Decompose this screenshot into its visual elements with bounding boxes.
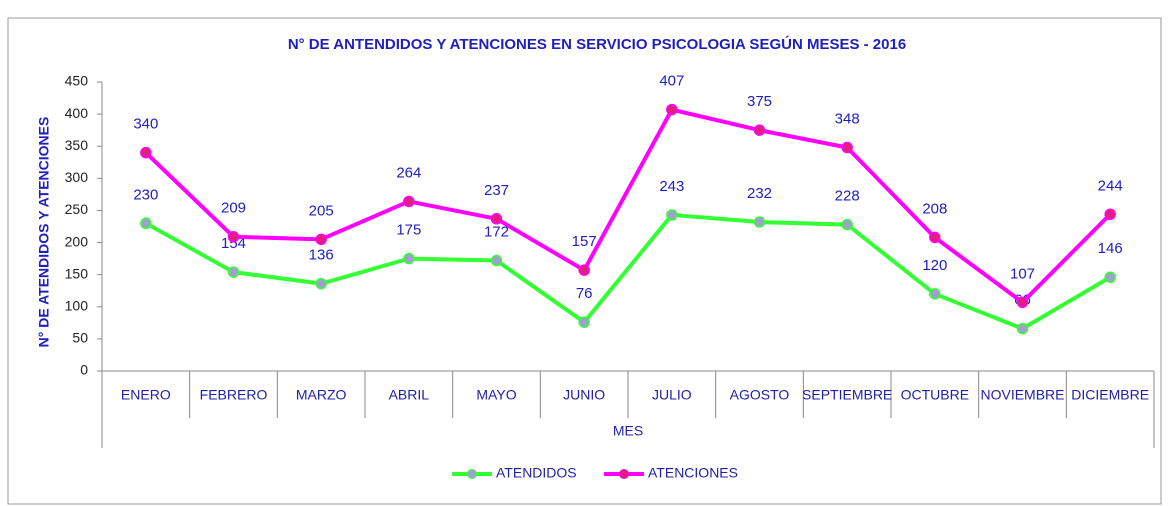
data-label: 208 [922, 200, 947, 217]
x-tick-label: AGOSTO [730, 387, 790, 403]
data-point [404, 196, 414, 206]
y-axis-label: N° DE ATENDIDOS Y ATENCIONES [36, 117, 52, 348]
x-tick-label: SEPTIEMBRE [802, 387, 892, 403]
data-point [229, 267, 239, 277]
y-tick-label: 200 [65, 233, 89, 249]
data-label: 348 [835, 110, 860, 127]
data-label: 157 [572, 233, 597, 250]
data-label: 407 [659, 73, 684, 90]
data-label: 230 [133, 186, 158, 203]
data-point [141, 148, 151, 158]
data-point [316, 279, 326, 289]
data-point [667, 105, 677, 115]
data-point [842, 220, 852, 230]
data-label: 209 [221, 200, 246, 217]
x-tick-label: ENERO [121, 387, 171, 403]
page: N° DE ANTENDIDOS Y ATENCIONES EN SERVICI… [0, 0, 1169, 506]
data-point [1018, 297, 1028, 307]
data-point [930, 232, 940, 242]
data-point [492, 214, 502, 224]
data-point [842, 143, 852, 153]
data-point [1018, 324, 1028, 334]
data-label: 136 [309, 247, 334, 264]
data-point [1105, 209, 1115, 219]
data-label: 340 [133, 116, 158, 133]
legend-label: ATENCIONES [648, 465, 738, 481]
y-tick-label: 100 [65, 297, 89, 313]
y-tick-label: 350 [65, 137, 89, 153]
y-tick-label: 400 [65, 105, 89, 121]
data-point [579, 317, 589, 327]
data-point [492, 256, 502, 266]
x-tick-label: NOVIEMBRE [980, 387, 1064, 403]
x-axis-label: MES [613, 423, 643, 439]
data-point [141, 218, 151, 228]
data-point [404, 254, 414, 264]
x-tick-label: JULIO [652, 387, 692, 403]
chart: N° DE ANTENDIDOS Y ATENCIONES EN SERVICI… [0, 0, 1169, 506]
data-label: 175 [396, 222, 421, 239]
y-tick-label: 250 [65, 201, 89, 217]
chart-title: N° DE ANTENDIDOS Y ATENCIONES EN SERVICI… [288, 35, 906, 53]
y-tick-label: 50 [72, 330, 88, 346]
y-tick-label: 300 [65, 169, 89, 185]
data-label: 146 [1098, 240, 1123, 257]
y-tick-label: 150 [65, 265, 89, 281]
data-point [316, 234, 326, 244]
y-tick-label: 450 [65, 73, 89, 89]
x-tick-label: MAYO [476, 387, 516, 403]
data-point [755, 125, 765, 135]
data-label: 243 [659, 178, 684, 195]
x-tick-label: DICIEMBRE [1071, 387, 1149, 403]
data-label: 205 [309, 202, 334, 219]
data-label: 120 [922, 257, 947, 274]
data-label: 76 [576, 285, 593, 302]
data-point [930, 289, 940, 299]
data-label: 264 [396, 164, 421, 181]
data-label: 228 [835, 188, 860, 205]
data-point [667, 210, 677, 220]
y-tick-label: 0 [80, 362, 88, 378]
data-point [229, 232, 239, 242]
data-label: 107 [1010, 265, 1035, 282]
x-tick-label: MARZO [296, 387, 347, 403]
x-tick-label: ABRIL [389, 387, 430, 403]
data-label: 375 [747, 93, 772, 110]
x-tick-label: OCTUBRE [901, 387, 969, 403]
x-tick-label: JUNIO [563, 387, 605, 403]
chart-frame [8, 18, 1161, 504]
data-point [579, 265, 589, 275]
x-tick-label: FEBRERO [200, 387, 268, 403]
data-point [755, 217, 765, 227]
data-label: 232 [747, 185, 772, 202]
data-point [1105, 272, 1115, 282]
legend-label: ATENDIDOS [496, 465, 577, 481]
legend-marker [468, 470, 477, 479]
data-label: 244 [1098, 177, 1123, 194]
data-label: 237 [484, 182, 509, 199]
legend-marker [620, 470, 629, 479]
